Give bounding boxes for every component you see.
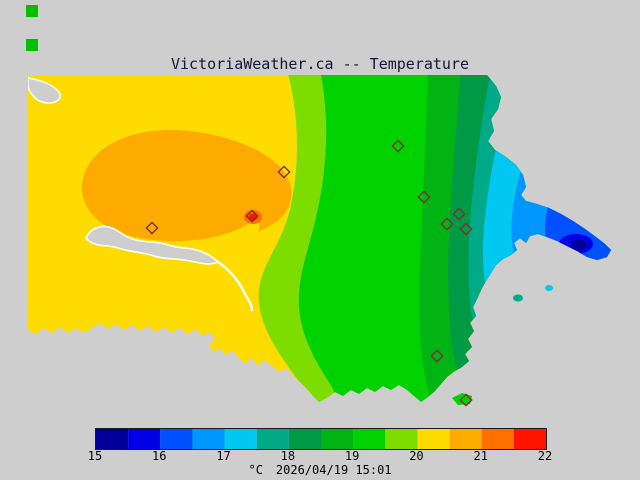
station-marker bbox=[277, 165, 291, 179]
scale-segment bbox=[224, 429, 257, 449]
scale-tick-label: 21 bbox=[473, 449, 488, 463]
scale-segment bbox=[160, 429, 193, 449]
scale-tick-label: 20 bbox=[409, 449, 424, 463]
band-blue bbox=[544, 195, 611, 279]
cold-spot-core bbox=[571, 239, 587, 251]
scale-frame bbox=[95, 428, 547, 450]
scale-caption: °C 2026/04/19 15:01 bbox=[0, 463, 640, 477]
band-lightblue bbox=[482, 110, 611, 308]
color-scale bbox=[95, 428, 547, 450]
scale-segment bbox=[385, 429, 418, 449]
station-marker bbox=[459, 222, 473, 236]
station-marker bbox=[391, 139, 405, 153]
inlet-water bbox=[85, 225, 220, 265]
scale-tick-label: 22 bbox=[537, 449, 553, 463]
station-markers bbox=[145, 139, 473, 407]
scale-ticks: 15 16 17 18 19 20 21 22 bbox=[88, 449, 552, 463]
scale-tick-label: 19 bbox=[344, 449, 360, 463]
scale-segment bbox=[481, 429, 514, 449]
scale-tick-label: 17 bbox=[216, 449, 231, 463]
scale-segment bbox=[353, 429, 386, 449]
station-marker bbox=[459, 393, 473, 407]
topleft-water-notch bbox=[28, 77, 61, 104]
scale-segment bbox=[513, 429, 547, 449]
scale-segment bbox=[449, 429, 482, 449]
green-bullet-bottom bbox=[26, 39, 38, 51]
scale-segment bbox=[417, 429, 450, 449]
scale-segment bbox=[128, 429, 161, 449]
scale-tick-label: 18 bbox=[280, 449, 296, 463]
band-orange bbox=[82, 129, 292, 242]
scale-segment bbox=[321, 429, 354, 449]
scale-units: °C bbox=[248, 463, 263, 477]
scale-tick-label: 15 bbox=[87, 449, 103, 463]
gorge-channel bbox=[216, 260, 254, 312]
scale-segment bbox=[192, 429, 225, 449]
station-marker bbox=[440, 217, 454, 231]
islet-east-1 bbox=[513, 294, 523, 302]
scale-tick-label: 16 bbox=[152, 449, 167, 463]
station-marker bbox=[430, 349, 444, 363]
scale-segment bbox=[256, 429, 289, 449]
station-marker bbox=[145, 221, 159, 235]
station-marker bbox=[417, 190, 431, 204]
islet-east-2 bbox=[545, 285, 553, 291]
station-marker bbox=[245, 209, 259, 223]
station-marker bbox=[452, 207, 466, 221]
scale-segment bbox=[96, 429, 129, 449]
green-bullet-top bbox=[26, 5, 38, 17]
contour-bands bbox=[28, 75, 611, 402]
scale-segment bbox=[288, 429, 322, 449]
page-title: VictoriaWeather.ca -- Temperature bbox=[170, 55, 469, 73]
map-timestamp: 2026/04/19 15:01 bbox=[275, 463, 392, 477]
